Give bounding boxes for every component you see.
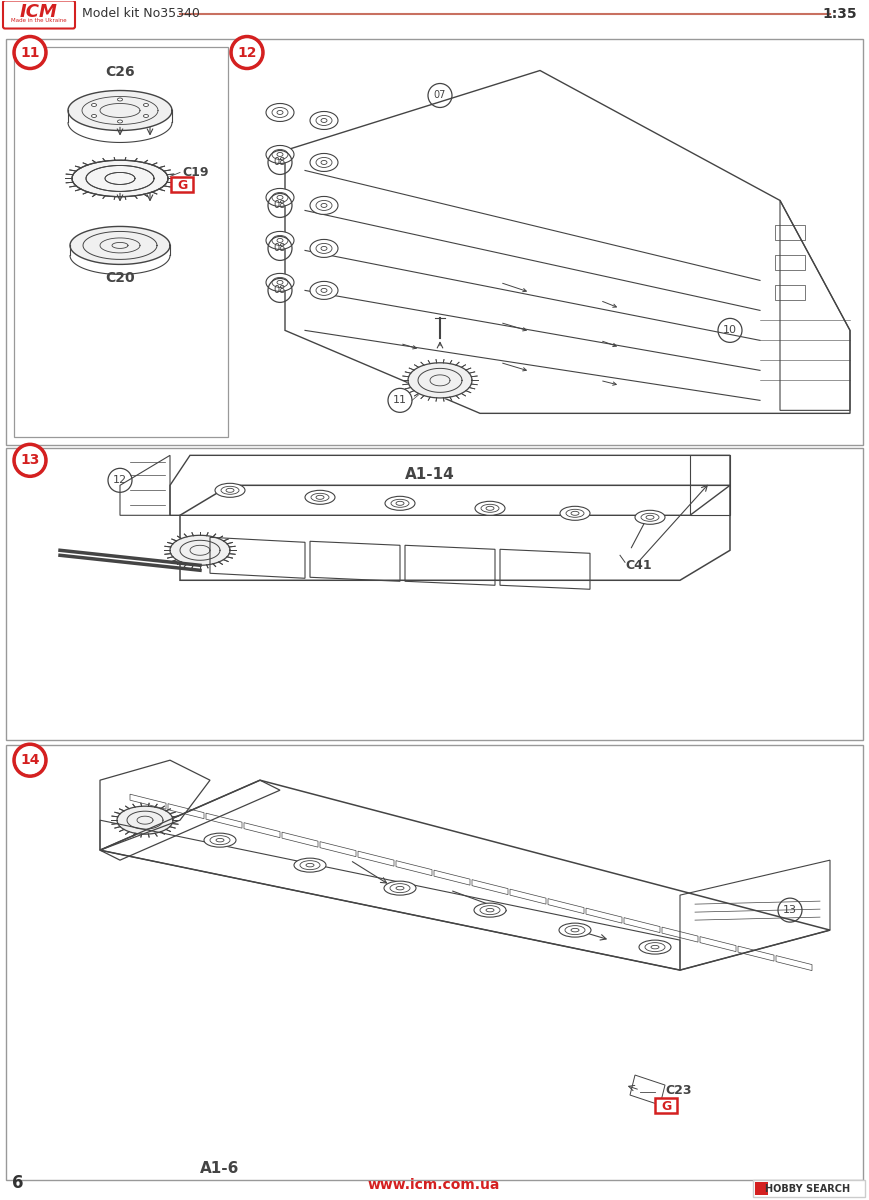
- Text: 08: 08: [274, 244, 286, 253]
- FancyBboxPatch shape: [3, 0, 75, 29]
- Circle shape: [16, 446, 44, 474]
- Ellipse shape: [294, 858, 326, 872]
- Text: 12: 12: [113, 475, 127, 485]
- Polygon shape: [170, 535, 230, 565]
- Ellipse shape: [560, 506, 590, 521]
- Text: G: G: [661, 1099, 671, 1112]
- Text: HOBBY SEARCH: HOBBY SEARCH: [766, 1184, 851, 1194]
- Circle shape: [233, 38, 261, 66]
- Bar: [775, 256, 805, 270]
- Ellipse shape: [117, 98, 123, 101]
- Bar: [6, 38, 863, 445]
- Text: 11: 11: [393, 395, 407, 406]
- Text: 13: 13: [20, 454, 40, 467]
- Text: C19: C19: [182, 166, 209, 179]
- Ellipse shape: [384, 881, 416, 895]
- Bar: [755, 1182, 768, 1195]
- Text: 08: 08: [274, 157, 286, 168]
- Text: C20: C20: [105, 271, 135, 286]
- Polygon shape: [72, 161, 168, 197]
- Text: A1-14: A1-14: [405, 467, 454, 482]
- Ellipse shape: [117, 120, 123, 122]
- Ellipse shape: [385, 497, 415, 510]
- Circle shape: [14, 744, 46, 776]
- Ellipse shape: [143, 103, 149, 107]
- Text: G: G: [177, 179, 187, 192]
- Ellipse shape: [266, 188, 294, 206]
- Circle shape: [16, 38, 44, 66]
- Text: 12: 12: [237, 46, 256, 60]
- Ellipse shape: [215, 484, 245, 497]
- Text: C23: C23: [665, 1084, 692, 1097]
- Text: Model kit No35340: Model kit No35340: [82, 7, 200, 20]
- Polygon shape: [68, 90, 172, 131]
- Ellipse shape: [266, 145, 294, 163]
- Bar: [753, 1180, 865, 1198]
- Polygon shape: [117, 806, 173, 834]
- Ellipse shape: [266, 274, 294, 292]
- Ellipse shape: [559, 923, 591, 937]
- Bar: [171, 178, 193, 192]
- Ellipse shape: [266, 103, 294, 121]
- Bar: [655, 1098, 677, 1114]
- Text: www.icm.com.ua: www.icm.com.ua: [368, 1178, 501, 1192]
- Text: C26: C26: [105, 66, 135, 79]
- Circle shape: [231, 36, 263, 68]
- Ellipse shape: [310, 154, 338, 172]
- Ellipse shape: [639, 940, 671, 954]
- Bar: [775, 286, 805, 300]
- Ellipse shape: [310, 240, 338, 258]
- Bar: [6, 449, 863, 740]
- Ellipse shape: [474, 904, 506, 917]
- Ellipse shape: [91, 103, 96, 107]
- Bar: [14, 47, 228, 437]
- Circle shape: [14, 36, 46, 68]
- Text: 08: 08: [274, 286, 286, 295]
- Ellipse shape: [310, 112, 338, 130]
- Ellipse shape: [635, 510, 665, 524]
- Bar: [775, 226, 805, 240]
- Ellipse shape: [143, 114, 149, 118]
- Text: A1-6: A1-6: [201, 1160, 240, 1176]
- Text: ICM: ICM: [20, 2, 58, 20]
- Text: H: H: [766, 1184, 774, 1194]
- Text: 10: 10: [723, 325, 737, 335]
- Circle shape: [16, 746, 44, 774]
- Ellipse shape: [475, 502, 505, 515]
- Text: 6: 6: [12, 1174, 23, 1192]
- Text: 13: 13: [783, 905, 797, 916]
- Text: 08: 08: [274, 200, 286, 210]
- Polygon shape: [408, 362, 472, 398]
- Bar: [6, 745, 863, 1180]
- Ellipse shape: [310, 197, 338, 215]
- Ellipse shape: [310, 282, 338, 299]
- Ellipse shape: [204, 833, 236, 847]
- Text: C41: C41: [625, 559, 652, 571]
- Text: 14: 14: [20, 754, 40, 767]
- Ellipse shape: [266, 232, 294, 250]
- Ellipse shape: [305, 491, 335, 504]
- Text: 07: 07: [434, 90, 446, 101]
- Polygon shape: [70, 227, 170, 264]
- Text: 1:35: 1:35: [823, 6, 858, 20]
- Circle shape: [14, 444, 46, 476]
- Text: 11: 11: [20, 46, 40, 60]
- Ellipse shape: [91, 114, 96, 118]
- Text: Made in the Ukraine: Made in the Ukraine: [11, 18, 67, 23]
